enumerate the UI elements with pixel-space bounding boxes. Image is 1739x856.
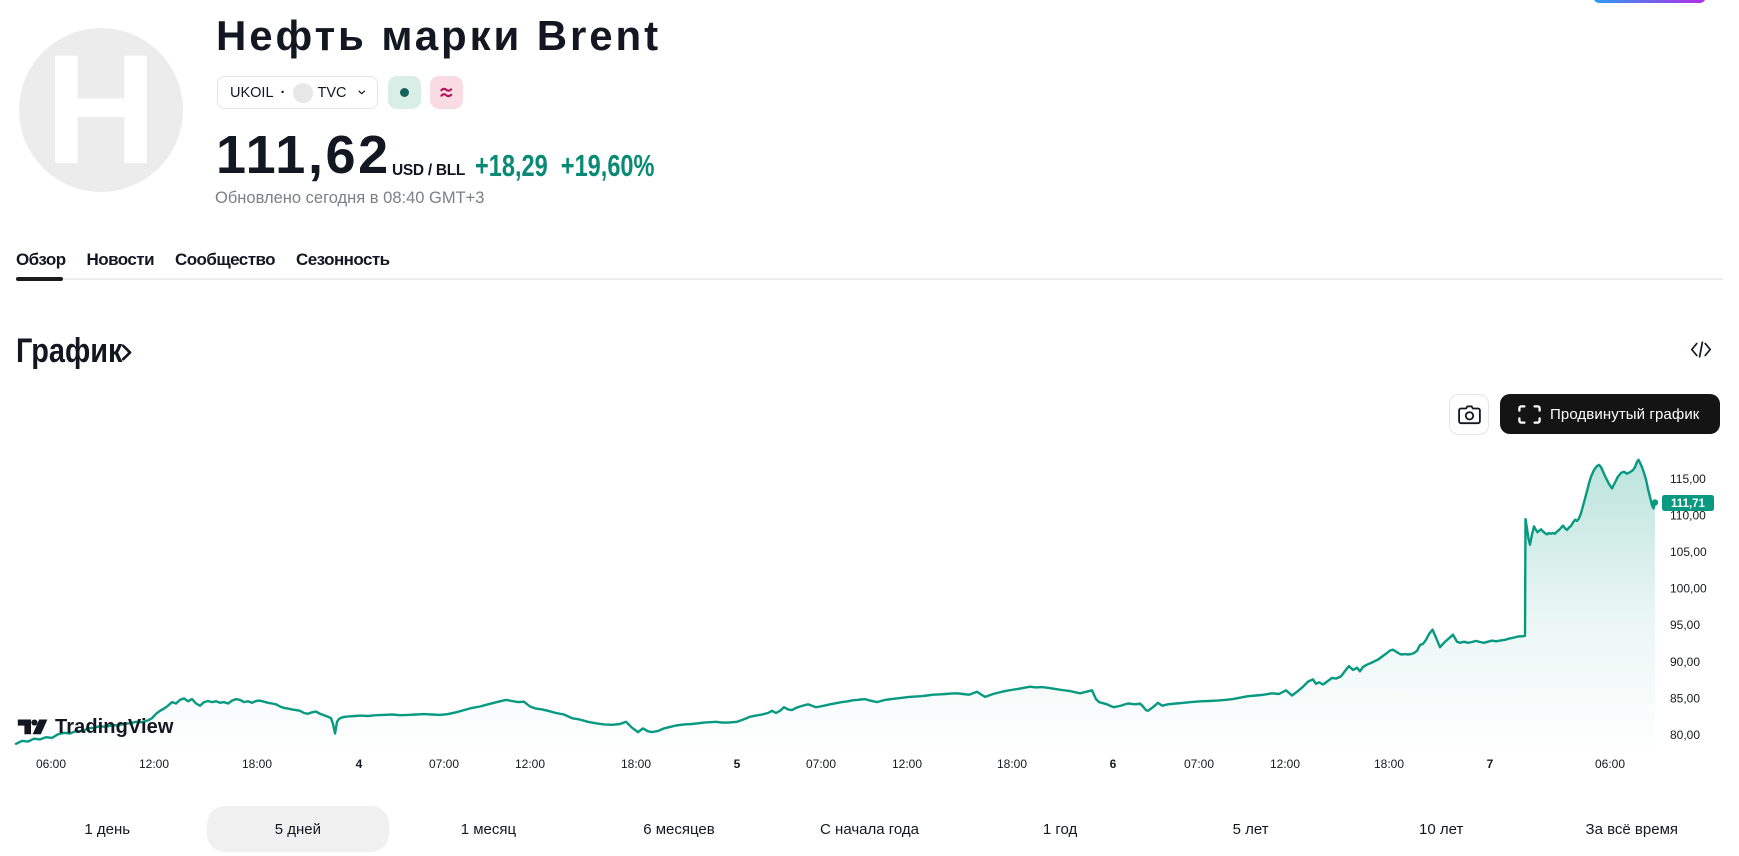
svg-text:12:00: 12:00	[892, 757, 922, 771]
svg-text:06:00: 06:00	[1595, 757, 1625, 771]
svg-text:6: 6	[1110, 757, 1117, 771]
svg-text:07:00: 07:00	[806, 757, 836, 771]
svg-text:90,00: 90,00	[1670, 655, 1700, 669]
svg-text:115,00: 115,00	[1670, 472, 1706, 486]
svg-text:18:00: 18:00	[621, 757, 651, 771]
svg-text:111,71: 111,71	[1671, 498, 1706, 510]
svg-text:18:00: 18:00	[242, 757, 272, 771]
svg-text:18:00: 18:00	[1374, 757, 1404, 771]
svg-text:80,00: 80,00	[1670, 728, 1700, 742]
svg-text:95,00: 95,00	[1670, 618, 1700, 632]
svg-text:18:00: 18:00	[997, 757, 1027, 771]
svg-text:12:00: 12:00	[515, 757, 545, 771]
svg-text:7: 7	[1487, 757, 1494, 771]
svg-text:06:00: 06:00	[36, 757, 66, 771]
svg-text:100,00: 100,00	[1670, 582, 1707, 596]
svg-text:12:00: 12:00	[1270, 757, 1300, 771]
svg-text:07:00: 07:00	[429, 757, 459, 771]
svg-text:105,00: 105,00	[1670, 545, 1707, 559]
svg-text:07:00: 07:00	[1184, 757, 1214, 771]
svg-text:4: 4	[356, 757, 363, 771]
svg-text:5: 5	[734, 757, 741, 771]
svg-text:85,00: 85,00	[1670, 691, 1700, 705]
svg-text:12:00: 12:00	[139, 757, 169, 771]
svg-text:110,00: 110,00	[1670, 508, 1706, 522]
